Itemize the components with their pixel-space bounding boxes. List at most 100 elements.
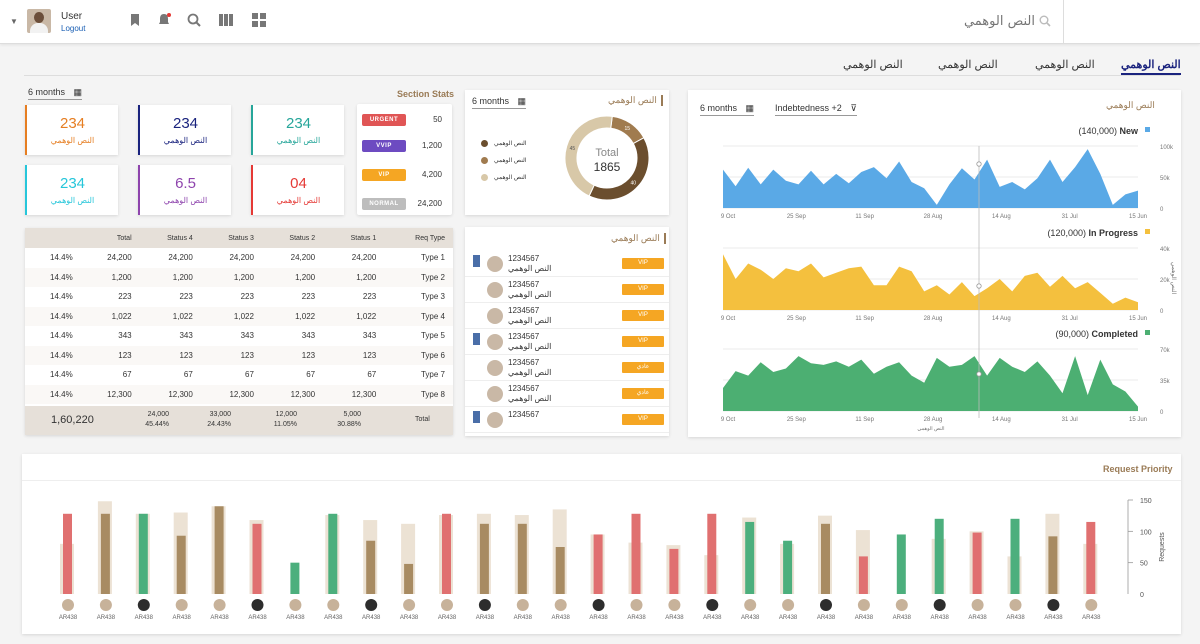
total-status2: 12,000	[275, 411, 297, 418]
search-input[interactable]	[820, 10, 1035, 32]
tab-2[interactable]: النص الوهمي	[1035, 59, 1095, 71]
table-row[interactable]: 14.4% 123 123 123 123 123 Type 6	[25, 345, 453, 365]
timeline-period-label: 6 months	[700, 103, 738, 113]
bar-category-label: AR438	[1044, 615, 1063, 621]
avatar	[744, 599, 757, 611]
tab-3[interactable]: النص الوهمي	[938, 59, 998, 71]
table-row[interactable]: 14.4% 24,200 24,200 24,200 24,200 24,200 Type …	[25, 248, 453, 268]
indebtedness-filter[interactable]: Indebtedness +2 ⊽	[775, 103, 857, 116]
table-cell: 14.4%	[25, 306, 81, 326]
vip-list-panel: النص الوهمي 1234567 النص الوهمي VIP 1234567…	[465, 227, 669, 436]
bar-category-label: AR438	[324, 615, 343, 621]
vip-list-item[interactable]: 1234567 النص الوهمي عادي	[465, 355, 669, 381]
table-cell: 14.4%	[50, 253, 73, 263]
bar-category-label: AR438	[968, 615, 987, 621]
stat-card-5[interactable]: 6.5 النص الوهمي	[138, 165, 231, 215]
table-row[interactable]: 14.4% 1,200 1,200 1,200 1,200 1,200 Type 2	[25, 267, 453, 287]
tabs-divider	[24, 75, 1180, 76]
logout-link[interactable]: Logout	[61, 24, 86, 33]
stat-card-3[interactable]: 234 النص الوهمي	[251, 105, 344, 155]
avatar	[99, 599, 112, 611]
hover-point	[976, 161, 982, 167]
priority-badge-normal: NORMAL	[362, 198, 406, 210]
avatar	[487, 256, 503, 272]
tab-4[interactable]: النص الوهمي	[843, 59, 903, 71]
table-cell: Type 1	[420, 253, 445, 263]
stats-period-select[interactable]: 6 months ▦	[28, 87, 83, 100]
search-box[interactable]	[820, 0, 1064, 44]
avatar	[487, 412, 503, 428]
table-row[interactable]: 14.4% 343 343 343 343 343 Type 5	[25, 326, 453, 346]
bar	[1086, 521, 1096, 594]
request-priority-panel: Request Priority 150 100 50 0 Requests AR438 A…	[22, 454, 1181, 634]
vip-list-item[interactable]: 1234567 النص الوهمي VIP	[465, 251, 669, 277]
timeline-period-select[interactable]: 6 months ▦	[700, 103, 755, 116]
vip-list-item[interactable]: 1234567 النص الوهمي VIP	[465, 303, 669, 329]
avatar	[137, 599, 150, 611]
columns-icon[interactable]	[219, 14, 233, 26]
y-tick: 70k	[1160, 348, 1171, 354]
table-row[interactable]: 14.4% 1,022 1,022 1,022 1,022 1,022 Type 4	[25, 306, 453, 326]
bar-category-label: AR438	[210, 615, 229, 621]
stat-card-6[interactable]: 04 النص الوهمي	[251, 165, 344, 215]
x-tick: 11 Sep	[855, 214, 874, 220]
bar	[252, 523, 262, 594]
table-header[interactable]: Req Type	[384, 228, 453, 248]
x-tick: 9 Oct	[721, 316, 736, 322]
y-tick: 0	[1160, 207, 1164, 213]
table-header[interactable]: Total	[80, 228, 140, 248]
table-header[interactable]: Status 3	[200, 228, 262, 248]
table-row[interactable]: 14.4% 223 223 223 223 223 Type 3	[25, 287, 453, 307]
vip-list-item[interactable]: 1234567 VIP	[465, 407, 669, 433]
bar-category-label: AR438	[438, 615, 457, 621]
y-tick: 100k	[1160, 145, 1174, 151]
donut-title: النص الوهمي	[608, 95, 663, 106]
y-tick: 50	[1140, 561, 1148, 568]
search-icon[interactable]	[187, 13, 201, 27]
avatar	[403, 599, 416, 611]
bookmark-icon[interactable]	[473, 333, 480, 345]
x-tick: 28 Aug	[924, 214, 943, 220]
avatar	[516, 599, 529, 611]
y-tick: 0	[1160, 410, 1164, 416]
bar-category-label: AR438	[173, 615, 192, 621]
table-cell: 12,300	[80, 384, 140, 404]
avatar	[487, 360, 503, 376]
table-cell: 1,200	[261, 267, 324, 287]
table-cell: Type 2	[384, 267, 453, 287]
table-row[interactable]: 14.4% 67 67 67 67 67 Type 7	[25, 365, 453, 385]
grid-icon[interactable]	[252, 13, 266, 27]
bookmark-icon[interactable]	[473, 255, 480, 267]
bar	[176, 535, 186, 594]
bell-icon[interactable]	[157, 12, 171, 28]
bar-category-label: AR438	[248, 615, 267, 621]
chevron-down-icon[interactable]: ▼	[10, 17, 18, 26]
tab-1-active[interactable]: النص الوهمي	[1121, 58, 1181, 75]
total-status1-pct: 30.88%	[337, 421, 361, 428]
calendar-icon: ▦	[517, 96, 527, 106]
stat-card-4[interactable]: 234 النص الوهمي	[25, 165, 118, 215]
vip-item-id: 1234567	[508, 358, 540, 367]
vip-list-item[interactable]: 1234567 النص الوهمي VIP	[465, 329, 669, 355]
table-header[interactable]: Status 2	[261, 228, 324, 248]
table-cell: 223	[118, 292, 132, 302]
bookmark-icon[interactable]	[130, 13, 140, 27]
vip-item-name: النص الوهمي	[508, 394, 552, 403]
top-bar: ▼ User Logout	[0, 0, 1200, 44]
table-header[interactable]: Status 1	[323, 228, 385, 248]
table-row[interactable]: 14.4% 12,300 12,300 12,300 12,300 12,300 Type …	[25, 384, 453, 404]
bar-category-label: AR438	[855, 615, 874, 621]
bookmark-icon[interactable]	[473, 411, 480, 423]
bar-category-label: AR438	[779, 615, 798, 621]
donut-period-select[interactable]: 6 months ▦	[472, 96, 527, 109]
x-tick: 31 Jul	[1062, 214, 1078, 220]
stat-card-2[interactable]: 234 النص الوهمي	[138, 105, 231, 155]
avatar[interactable]	[27, 9, 51, 33]
hover-point	[976, 371, 982, 377]
table-header[interactable]: Status 4	[139, 228, 201, 248]
x-tick: 31 Jul	[1062, 316, 1078, 322]
stat-card-1[interactable]: 234 النص الوهمي	[25, 105, 118, 155]
legend-dot	[481, 156, 488, 164]
vip-list-item[interactable]: 1234567 النص الوهمي VIP	[465, 277, 669, 303]
vip-list-item[interactable]: 1234567 النص الوهمي عادي	[465, 381, 669, 407]
